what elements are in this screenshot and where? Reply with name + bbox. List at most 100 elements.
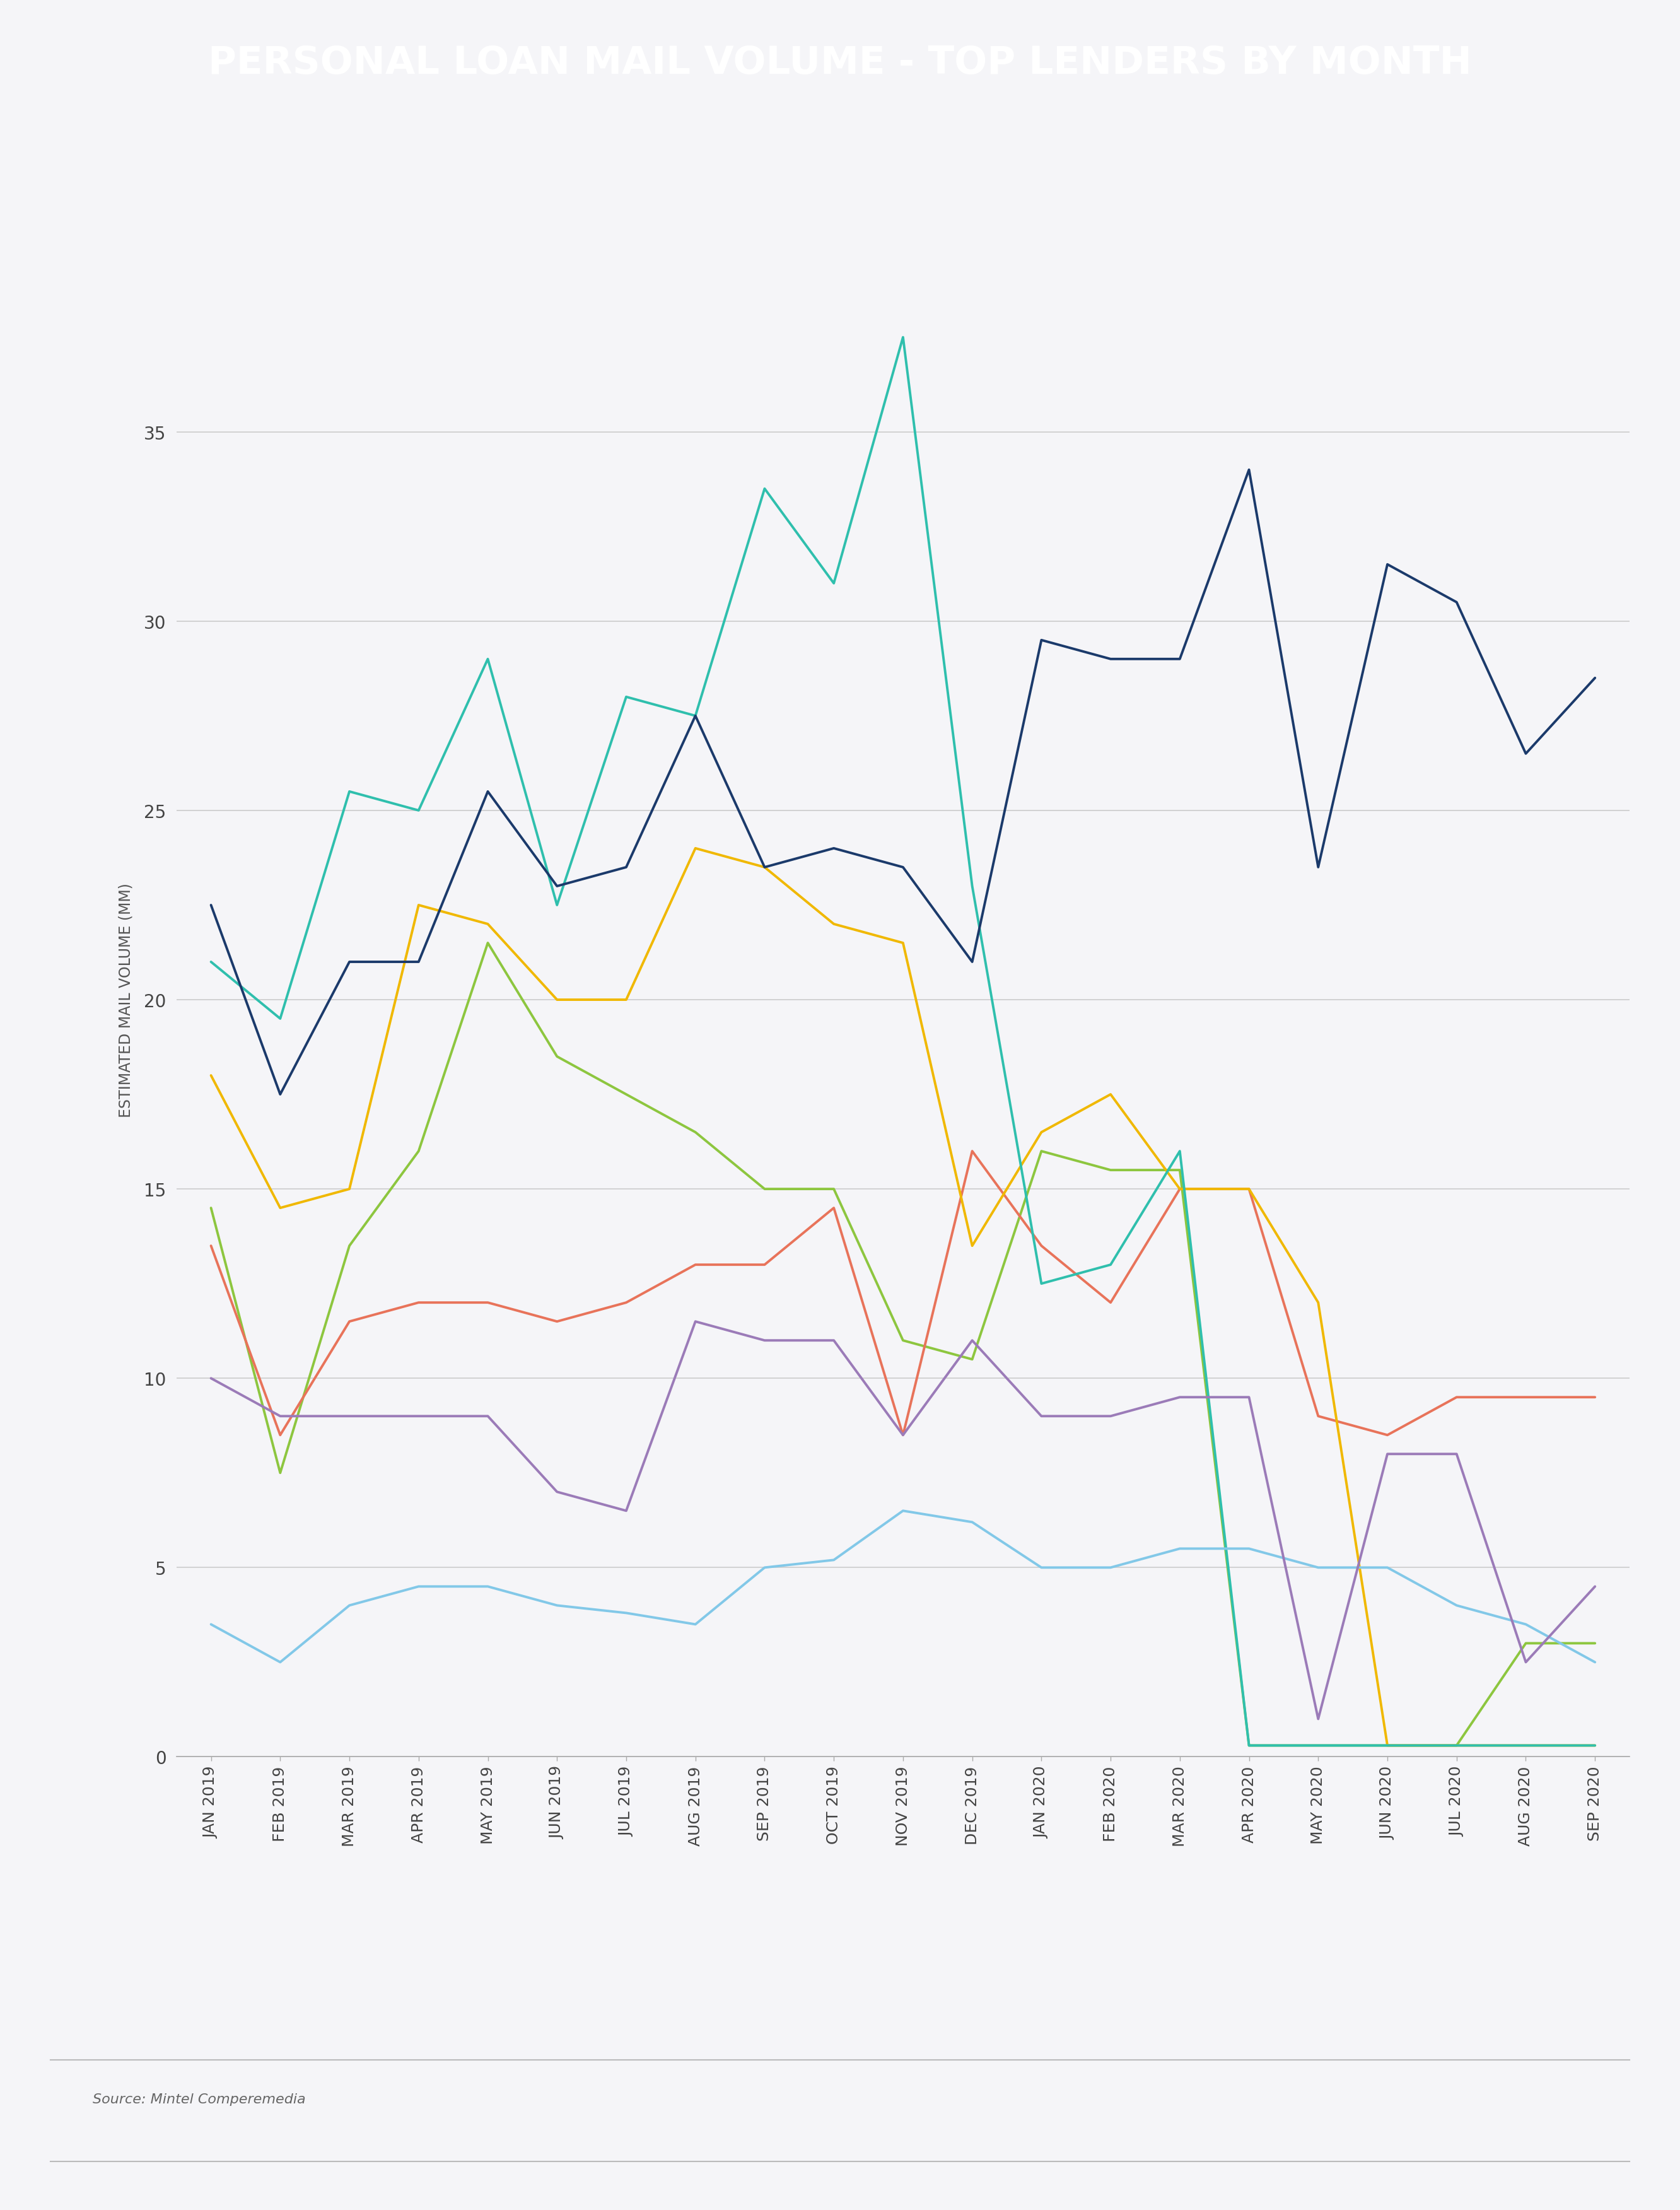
Best Egg: [754, 1176, 774, 1202]
Best Egg: [823, 1176, 843, 1202]
SoFi: [270, 1403, 291, 1430]
SoFi: [1032, 1403, 1052, 1430]
Simple Path: [963, 1509, 983, 1536]
OneMain: [548, 873, 568, 899]
Best Egg: [270, 1461, 291, 1487]
Simple Path: [1515, 1611, 1536, 1638]
OneMain: [1309, 855, 1329, 882]
OneMain: [754, 855, 774, 882]
Goldman Sachs: [1584, 1733, 1604, 1759]
LendingClub: [1169, 1138, 1189, 1165]
LendingClub: [477, 645, 497, 672]
SoFi: [894, 1421, 914, 1448]
Discover: [1309, 1403, 1329, 1430]
Goldman Sachs: [894, 930, 914, 957]
LendingClub: [1378, 1733, 1398, 1759]
Simple Path: [270, 1649, 291, 1675]
Text: PERSONAL LOAN MAIL VOLUME - TOP LENDERS BY MONTH: PERSONAL LOAN MAIL VOLUME - TOP LENDERS …: [208, 44, 1472, 82]
Discover: [963, 1138, 983, 1165]
SoFi: [202, 1366, 222, 1392]
SoFi: [548, 1478, 568, 1505]
Line: Best Egg: Best Egg: [212, 944, 1594, 1746]
Goldman Sachs: [1032, 1118, 1052, 1145]
Simple Path: [202, 1611, 222, 1638]
Simple Path: [339, 1591, 360, 1618]
LendingClub: [548, 893, 568, 919]
OneMain: [1515, 740, 1536, 767]
Discover: [1515, 1383, 1536, 1410]
Goldman Sachs: [823, 911, 843, 937]
LendingClub: [408, 798, 428, 824]
LendingClub: [339, 778, 360, 804]
OneMain: [617, 855, 637, 882]
SoFi: [963, 1328, 983, 1355]
Discover: [1238, 1176, 1258, 1202]
Text: Source: Mintel Comperemedia: Source: Mintel Comperemedia: [92, 2093, 306, 2106]
Goldman Sachs: [1446, 1733, 1467, 1759]
Best Egg: [1309, 1733, 1329, 1759]
Discover: [477, 1288, 497, 1315]
Best Egg: [339, 1233, 360, 1260]
SoFi: [477, 1403, 497, 1430]
Best Egg: [548, 1043, 568, 1070]
Simple Path: [1309, 1554, 1329, 1580]
Best Egg: [202, 1196, 222, 1222]
OneMain: [1378, 552, 1398, 579]
SoFi: [1378, 1441, 1398, 1467]
LendingClub: [1446, 1733, 1467, 1759]
LendingClub: [754, 475, 774, 502]
Simple Path: [1238, 1536, 1258, 1562]
Simple Path: [1100, 1554, 1121, 1580]
Goldman Sachs: [270, 1196, 291, 1222]
Line: Discover: Discover: [212, 1151, 1594, 1434]
SoFi: [1309, 1706, 1329, 1733]
Simple Path: [894, 1498, 914, 1525]
Discover: [1378, 1421, 1398, 1448]
OneMain: [1169, 645, 1189, 672]
LendingClub: [202, 948, 222, 975]
Goldman Sachs: [339, 1176, 360, 1202]
Best Egg: [1100, 1158, 1121, 1185]
Simple Path: [685, 1611, 706, 1638]
SoFi: [1515, 1649, 1536, 1675]
Goldman Sachs: [408, 893, 428, 919]
LendingClub: [894, 325, 914, 351]
Discover: [1032, 1233, 1052, 1260]
Discover: [339, 1308, 360, 1335]
LendingClub: [1238, 1733, 1258, 1759]
SoFi: [823, 1328, 843, 1355]
OneMain: [477, 778, 497, 804]
SoFi: [1238, 1383, 1258, 1410]
Goldman Sachs: [1309, 1288, 1329, 1315]
OneMain: [963, 948, 983, 975]
Y-axis label: ESTIMATED MAIL VOLUME (MM): ESTIMATED MAIL VOLUME (MM): [118, 882, 133, 1118]
Best Egg: [685, 1118, 706, 1145]
SoFi: [1169, 1383, 1189, 1410]
OneMain: [1584, 665, 1604, 692]
Line: Goldman Sachs: Goldman Sachs: [212, 849, 1594, 1746]
Discover: [1584, 1383, 1604, 1410]
OneMain: [823, 835, 843, 862]
LendingClub: [617, 683, 637, 709]
Best Egg: [408, 1138, 428, 1165]
Goldman Sachs: [548, 986, 568, 1012]
SoFi: [685, 1308, 706, 1335]
SoFi: [617, 1498, 637, 1525]
Goldman Sachs: [1378, 1733, 1398, 1759]
Line: SoFi: SoFi: [212, 1322, 1594, 1719]
OneMain: [685, 703, 706, 729]
Simple Path: [754, 1554, 774, 1580]
Best Egg: [963, 1346, 983, 1372]
OneMain: [1100, 645, 1121, 672]
OneMain: [894, 855, 914, 882]
Goldman Sachs: [1515, 1733, 1536, 1759]
Simple Path: [1584, 1649, 1604, 1675]
Simple Path: [1446, 1591, 1467, 1618]
Best Egg: [1584, 1631, 1604, 1658]
Best Egg: [1515, 1631, 1536, 1658]
Simple Path: [477, 1574, 497, 1600]
OneMain: [1446, 590, 1467, 617]
Discover: [823, 1196, 843, 1222]
LendingClub: [1309, 1733, 1329, 1759]
Simple Path: [617, 1600, 637, 1627]
